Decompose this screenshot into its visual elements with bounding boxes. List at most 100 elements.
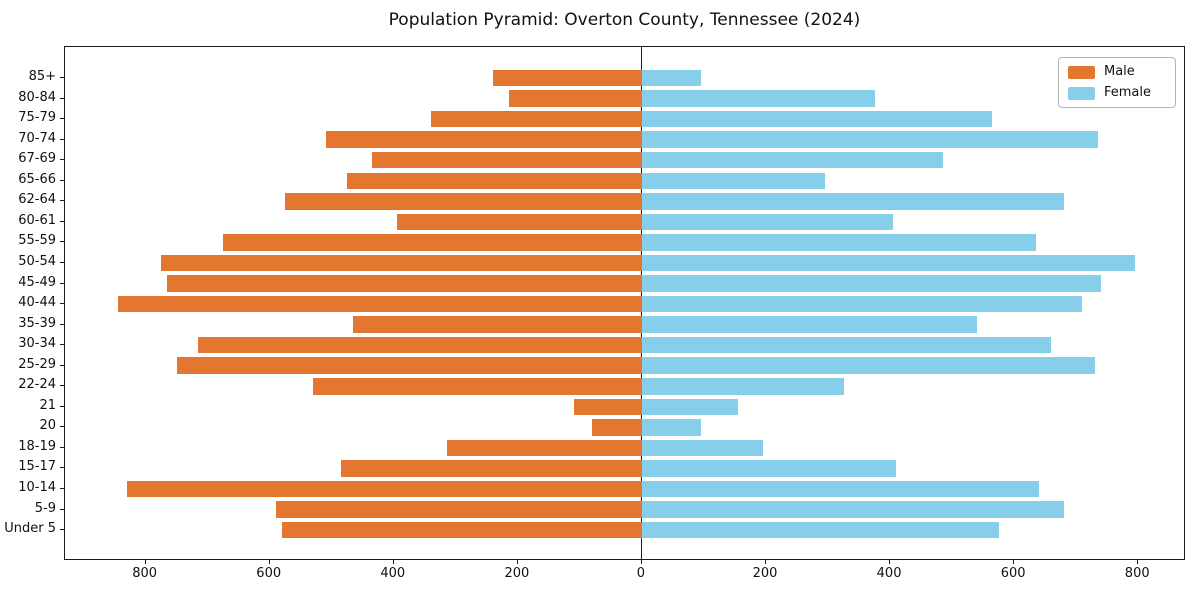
- bar-female-67-69: [641, 151, 943, 169]
- x-tick-mark: [889, 560, 891, 564]
- legend-label-female: Female: [1103, 85, 1151, 100]
- bar-female-30-34: [641, 336, 1052, 354]
- bar-female-35-39: [641, 316, 977, 333]
- y-tick-mark: [60, 426, 64, 428]
- y-tick-label: 62-64: [18, 192, 56, 208]
- x-tick-mark: [1137, 560, 1139, 564]
- x-tick-label: 200: [752, 566, 778, 581]
- bar-female-45-49: [641, 275, 1101, 292]
- bar-female-60-61: [641, 213, 894, 231]
- x-tick-mark: [144, 560, 146, 564]
- bar-male-85+: [493, 69, 642, 87]
- y-tick-mark: [60, 529, 64, 531]
- plot-area: Male Female: [64, 46, 1185, 560]
- y-tick-mark: [60, 282, 64, 284]
- x-tick-mark: [392, 560, 394, 564]
- y-tick-label: 85+: [28, 69, 56, 84]
- y-tick-mark: [60, 138, 64, 140]
- y-tick-label: 10-14: [18, 480, 56, 495]
- y-tick-mark: [60, 446, 64, 448]
- y-tick-label: 30-34: [18, 336, 56, 352]
- bar-female-22-24: [641, 378, 844, 395]
- bar-female-50-54: [641, 254, 1136, 272]
- y-tick-label: 40-44: [18, 295, 56, 311]
- legend-swatch-female-icon: [1067, 86, 1095, 100]
- x-tick-label: 400: [876, 566, 902, 581]
- legend: Male Female: [1057, 57, 1176, 108]
- x-tick-mark: [516, 560, 518, 564]
- y-tick-label: 18-19: [18, 438, 56, 454]
- y-tick-label: Under 5: [4, 521, 56, 537]
- y-tick-mark: [60, 488, 64, 489]
- bar-male-80-84: [508, 90, 642, 107]
- legend-entry-male: Male: [1067, 65, 1165, 79]
- y-tick-mark: [60, 77, 64, 78]
- y-tick-mark: [60, 97, 64, 99]
- y-tick-label: 21: [39, 397, 56, 413]
- y-tick-label: 50-54: [18, 253, 56, 269]
- bar-male-65-66: [347, 172, 642, 189]
- y-tick-mark: [60, 405, 64, 407]
- bar-male-5-9: [275, 501, 642, 518]
- y-tick-label: 22-24: [18, 377, 56, 393]
- bar-female-85+: [641, 69, 701, 87]
- bar-female-10-14: [641, 480, 1039, 498]
- bar-female-75-79: [641, 110, 993, 128]
- bar-female-21: [641, 398, 739, 416]
- bar-male-50-54: [161, 254, 642, 272]
- y-tick-label: 5-9: [34, 500, 56, 516]
- y-tick-label: 20: [39, 418, 56, 434]
- bar-female-15-17: [641, 460, 897, 477]
- bar-male-75-79: [431, 110, 642, 128]
- bar-male-25-29: [176, 357, 642, 374]
- y-tick-label: 65-66: [18, 171, 56, 187]
- bar-female-80-84: [641, 90, 875, 107]
- bar-male-15-17: [341, 460, 642, 477]
- y-tick-label: 25-29: [18, 356, 56, 372]
- x-tick-mark: [1013, 560, 1015, 564]
- x-tick-label: 800: [1124, 566, 1150, 581]
- y-tick-mark: [60, 364, 64, 366]
- y-tick-label: 15-17: [18, 459, 56, 475]
- bar-male-45-49: [167, 275, 642, 292]
- x-tick-label: 600: [1000, 566, 1026, 581]
- bar-male-10-14: [127, 480, 642, 498]
- y-tick-mark: [60, 261, 64, 263]
- bar-female-5-9: [641, 501, 1064, 518]
- bar-male-18-19: [446, 439, 642, 457]
- y-tick-mark: [60, 179, 64, 181]
- x-tick-label: 400: [380, 566, 406, 581]
- bar-male-62-64: [285, 193, 642, 210]
- y-tick-label: 60-61: [18, 212, 56, 228]
- bar-male-35-39: [353, 316, 642, 333]
- legend-entry-female: Female: [1067, 85, 1165, 100]
- x-tick-label: 0: [636, 566, 646, 581]
- y-tick-label: 35-39: [18, 315, 56, 331]
- y-tick-mark: [60, 323, 64, 325]
- legend-swatch-male-icon: [1067, 65, 1095, 79]
- bar-female-55-59: [641, 234, 1036, 251]
- y-tick-mark: [60, 241, 64, 243]
- y-tick-mark: [60, 118, 64, 120]
- y-tick-label: 45-49: [18, 274, 56, 290]
- y-tick-mark: [60, 385, 64, 387]
- x-tick-mark: [765, 560, 766, 564]
- x-tick-label: 600: [256, 566, 282, 581]
- bar-male-21: [573, 398, 642, 416]
- y-tick-mark: [60, 159, 64, 161]
- bar-female-70-74: [641, 131, 1098, 148]
- bar-male-60-61: [396, 213, 642, 231]
- y-tick-label: 70-74: [18, 130, 56, 146]
- y-tick-mark: [60, 508, 64, 510]
- y-tick-mark: [60, 220, 64, 222]
- bar-female-20: [641, 419, 701, 436]
- x-tick-label: 800: [132, 566, 158, 581]
- x-tick-mark: [268, 560, 270, 564]
- y-tick-label: 67-69: [18, 151, 56, 167]
- bar-female-62-64: [641, 193, 1064, 210]
- bar-female-25-29: [641, 357, 1095, 374]
- bar-male-55-59: [223, 234, 642, 251]
- bar-female-under-5: [641, 521, 999, 539]
- bar-male-40-44: [117, 295, 642, 313]
